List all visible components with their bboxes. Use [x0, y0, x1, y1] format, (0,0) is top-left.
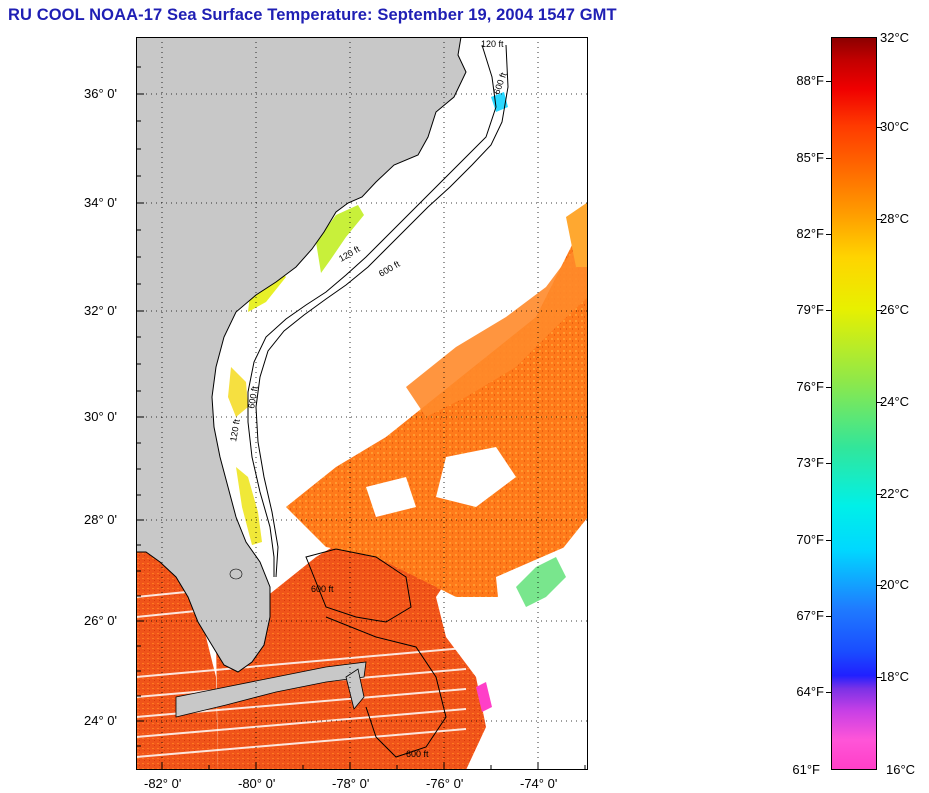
land-florida-keys	[175, 661, 367, 718]
colorbar-label-82f: 82°F	[796, 226, 824, 241]
colorbar-label-28c: 28°C	[880, 211, 910, 226]
colorbar-tick-f	[826, 387, 831, 388]
colorbar-tick-c	[877, 127, 882, 128]
isobath-label-600-south: 600 ft	[406, 749, 429, 759]
coastal-water-east-florida	[236, 467, 262, 545]
map-border	[136, 37, 588, 770]
cloud-gap-1	[436, 447, 516, 507]
lat-label-32: 32° 0'	[84, 303, 117, 318]
map-title: RU COOL NOAA-17 Sea Surface Temperature:…	[8, 6, 617, 24]
colorbar-label-88f: 88°F	[796, 73, 824, 88]
colorbar-label-16c: 16°C	[886, 762, 916, 777]
coastal-water-north-florida	[228, 367, 248, 417]
cold-patch-south	[476, 682, 492, 712]
colorbar-label-22c: 22°C	[880, 486, 910, 501]
colorbar-tick-f	[826, 234, 831, 235]
lon-label-76: -76° 0'	[426, 776, 464, 791]
colorbar-label-18c: 18°C	[880, 669, 910, 684]
colorbar-label-70f: 70°F	[796, 532, 824, 547]
colorbar-tick-f	[826, 310, 831, 311]
colorbar-label-26c: 26°C	[880, 302, 910, 317]
colorbar-tick-c	[877, 677, 882, 678]
colorbar-label-73f: 73°F	[796, 455, 824, 470]
colorbar-tick-c	[877, 585, 882, 586]
land-bahamas	[345, 668, 365, 710]
sst-map-canvas: 120 ft 600 ft 120 ft 600 ft 600 ft 120 f…	[136, 37, 588, 770]
colorbar-tick-f	[826, 692, 831, 693]
lat-label-36: 36° 0'	[84, 86, 117, 101]
isobath-label-120-north: 120 ft	[481, 39, 504, 49]
colorbar-tick-c	[877, 310, 882, 311]
cloud-gap-east	[496, 537, 588, 770]
land-us-southeast	[136, 37, 467, 673]
offshore-warm-water	[406, 232, 588, 417]
temperature-colorbar	[831, 37, 877, 770]
colorbar-label-20c: 20°C	[880, 577, 910, 592]
axis-ticks	[136, 66, 586, 770]
great-bahama-bank-contour	[325, 616, 447, 758]
colorbar-label-67f: 67°F	[796, 608, 824, 623]
cool-patch-north	[491, 92, 508, 112]
cool-patch-bahamas	[516, 557, 566, 607]
colorbar-tick-c	[877, 402, 882, 403]
graticule	[136, 37, 588, 770]
lat-label-28: 28° 0'	[84, 512, 117, 527]
colorbar-label-24c: 24°C	[880, 394, 910, 409]
lon-label-82: -82° 0'	[144, 776, 182, 791]
lon-label-80: -80° 0'	[238, 776, 276, 791]
lon-label-74: -74° 0'	[520, 776, 558, 791]
colorbar-label-76f: 76°F	[796, 379, 824, 394]
cloud-gap-2	[366, 477, 416, 517]
coastal-cool-water-carolina	[316, 205, 364, 273]
lon-label-78: -78° 0'	[332, 776, 370, 791]
colorbar-label-85f: 85°F	[796, 150, 824, 165]
isobath-label-120-florida: 120 ft	[228, 418, 242, 442]
colorbar-tick-f	[826, 616, 831, 617]
colorbar-label-64f: 64°F	[796, 684, 824, 699]
sst-map: 120 ft 600 ft 120 ft 600 ft 600 ft 120 f…	[136, 37, 588, 770]
isobath-label-600-bahamas: 600 ft	[311, 584, 334, 594]
colorbar-tick-c	[877, 494, 882, 495]
colorbar-tick-f	[826, 81, 831, 82]
bahamas-bank-contour	[305, 548, 412, 623]
lat-label-24: 24° 0'	[84, 713, 117, 728]
colorbar-label-32c: 32°C	[880, 30, 910, 45]
colorbar-label-61f: 61°F	[792, 762, 820, 777]
lat-label-34: 34° 0'	[84, 195, 117, 210]
isobath-600ft	[255, 44, 509, 578]
northeast-warm-patch	[566, 202, 588, 267]
colorbar-label-79f: 79°F	[796, 302, 824, 317]
lat-label-26: 26° 0'	[84, 613, 117, 628]
colorbar-label-30c: 30°C	[880, 119, 910, 134]
isobath-120ft	[247, 44, 497, 577]
colorbar-tick-f	[826, 158, 831, 159]
isobath-label-600-florida: 600 ft	[246, 385, 260, 409]
land-small-island	[229, 568, 243, 580]
colorbar-tick-c	[877, 219, 882, 220]
colorbar-tick-f	[826, 463, 831, 464]
lat-label-30: 30° 0'	[84, 409, 117, 424]
colorbar-tick-f	[826, 540, 831, 541]
